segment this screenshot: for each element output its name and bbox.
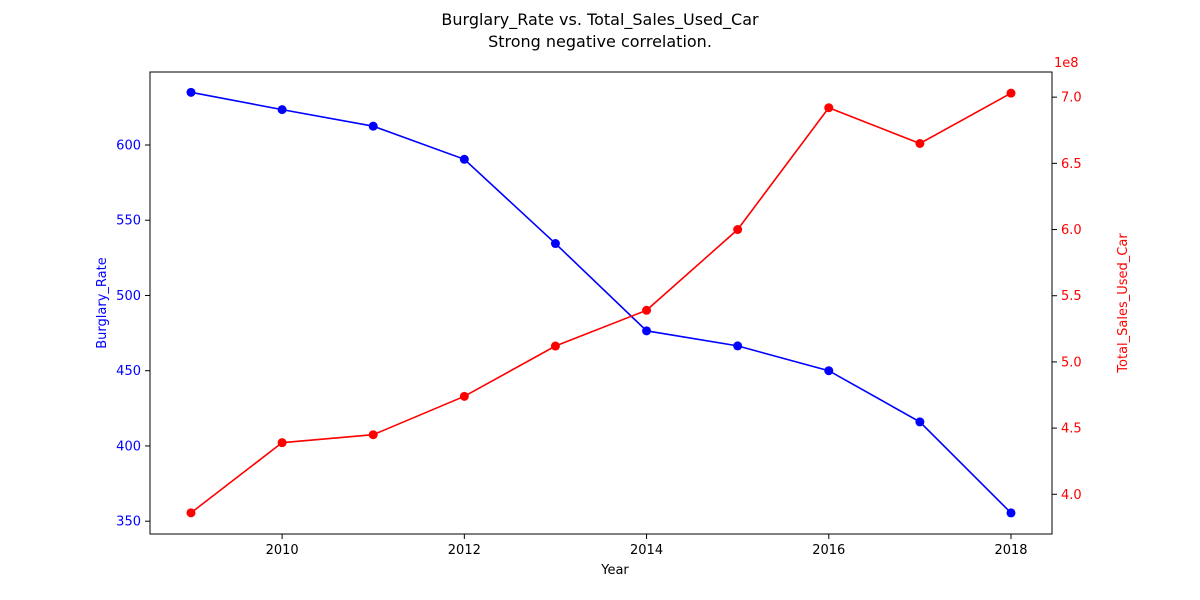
right-y-tick-label: 6.5: [1061, 157, 1082, 172]
total-sales-used-car-point: [550, 341, 560, 351]
burglary-rate-point: [459, 154, 469, 164]
left-y-tick-label: 400: [116, 439, 141, 454]
left-y-tick-label: 550: [116, 214, 141, 229]
burglary-rate-point: [186, 87, 196, 97]
x-tick-label: 2010: [266, 543, 299, 558]
burglary-rate-point: [915, 417, 925, 427]
total-sales-used-car-point: [642, 305, 652, 315]
burglary-rate-point: [1006, 508, 1016, 518]
x-tick-label: 2012: [448, 543, 481, 558]
burglary-rate-point: [733, 341, 743, 351]
x-tick-label: 2016: [812, 543, 845, 558]
left-y-tick-label: 350: [116, 515, 141, 530]
total-sales-used-car-point: [277, 438, 287, 448]
x-tick-label: 2014: [630, 543, 663, 558]
right-y-tick-label: 5.5: [1061, 289, 1082, 304]
left-y-axis-label: Burglary_Rate: [95, 257, 110, 348]
plot-area: [149, 71, 1053, 535]
total-sales-used-car-point: [824, 103, 834, 113]
total-sales-used-car-point: [459, 391, 469, 401]
total-sales-used-car-point: [368, 430, 378, 440]
left-y-tick-label: 450: [116, 364, 141, 379]
total-sales-used-car-point: [1006, 88, 1016, 98]
burglary-rate-point: [642, 326, 652, 336]
total-sales-used-car-point: [186, 508, 196, 518]
right-y-tick-label: 4.5: [1061, 422, 1082, 437]
right-y-tick-label: 7.0: [1061, 91, 1082, 106]
burglary-rate-point: [277, 105, 287, 115]
total-sales-used-car-line: [190, 92, 1012, 514]
right-y-tick-label: 4.0: [1061, 488, 1082, 503]
right-y-tick-label: 5.0: [1061, 355, 1082, 370]
x-axis-label: Year: [600, 563, 629, 578]
burglary-rate-line: [190, 91, 1012, 514]
chart-subtitle: Strong negative correlation.: [488, 32, 712, 51]
burglary-rate-point: [550, 239, 560, 249]
total-sales-used-car-point: [733, 225, 743, 235]
right-y-tick-label: 6.0: [1061, 223, 1082, 238]
burglary-rate-point: [368, 121, 378, 131]
right-y-axis-label: Total_Sales_Used_Car: [1116, 233, 1131, 374]
chart-title: Burglary_Rate vs. Total_Sales_Used_Car: [441, 10, 759, 29]
left-y-tick-label: 500: [116, 289, 141, 304]
right-axis-offset-label: 1e8: [1054, 56, 1079, 71]
x-tick-label: 2018: [994, 543, 1027, 558]
total-sales-used-car-point: [915, 138, 925, 148]
burglary-rate-point: [824, 366, 834, 376]
left-y-tick-label: 600: [116, 138, 141, 153]
